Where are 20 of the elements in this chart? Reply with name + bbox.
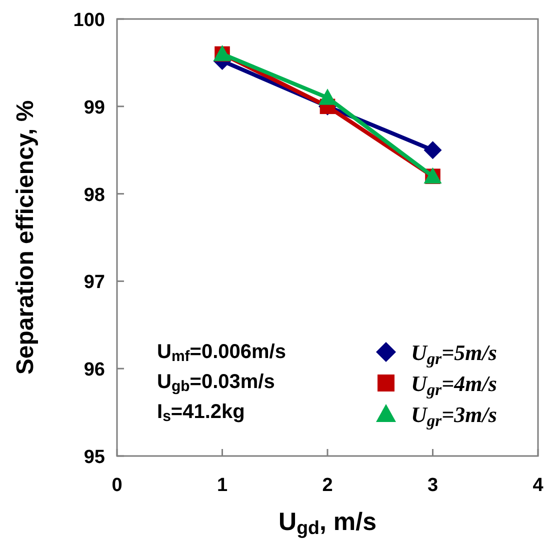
y-tick-label: 98	[84, 184, 105, 206]
annotation: U$_{gb}$=0.03m/s	[157, 371, 275, 396]
y-axis-title: Separation efficiency, %	[12, 100, 39, 375]
y-tick-label: 96	[84, 360, 105, 381]
x-tick-label: 3	[427, 475, 438, 496]
legend-label: U$_{gr}$=4m/s	[411, 371, 497, 399]
y-tick-label: 99	[84, 97, 105, 118]
y-tick-label: 95	[84, 447, 106, 468]
x-tick-label: 0	[112, 475, 122, 496]
point	[424, 141, 442, 160]
x-tick-label: 2	[322, 475, 333, 496]
y-tick-label: 100	[73, 10, 105, 31]
y-tick-label: 97	[84, 272, 105, 294]
legend-label: U$_{gr}$=5m/s	[411, 340, 497, 368]
legend-label: U$_{gr}$=3m/s	[411, 402, 497, 430]
annotation: I$_{s}$=41.2kg	[157, 401, 245, 426]
x-tick-label: 1	[216, 475, 228, 496]
x-axis-title: U$_{gd}$, m/s	[278, 508, 376, 538]
annotation: U$_{mf}$=0.006m/s	[157, 341, 286, 366]
x-tick-label: 4	[532, 475, 544, 496]
